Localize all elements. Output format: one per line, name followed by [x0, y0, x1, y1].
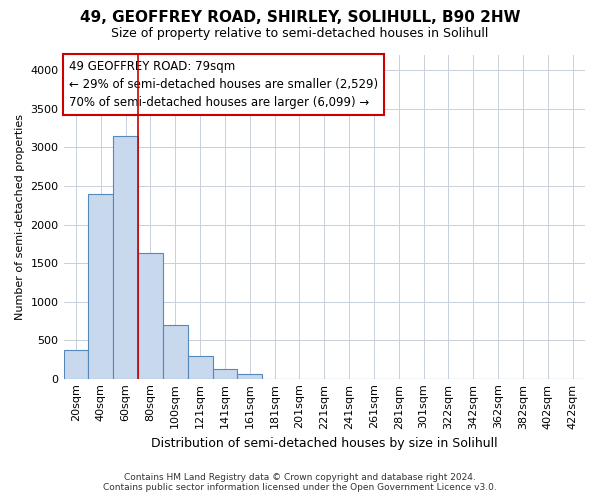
Bar	[163, 324, 188, 378]
X-axis label: Distribution of semi-detached houses by size in Solihull: Distribution of semi-detached houses by …	[151, 437, 497, 450]
Bar	[212, 368, 238, 378]
Text: 49 GEOFFREY ROAD: 79sqm
← 29% of semi-detached houses are smaller (2,529)
70% of: 49 GEOFFREY ROAD: 79sqm ← 29% of semi-de…	[69, 60, 378, 109]
Bar	[238, 374, 262, 378]
Bar	[188, 356, 212, 378]
Bar	[138, 254, 163, 378]
Text: Size of property relative to semi-detached houses in Solihull: Size of property relative to semi-detach…	[112, 28, 488, 40]
Y-axis label: Number of semi-detached properties: Number of semi-detached properties	[15, 114, 25, 320]
Bar	[64, 350, 88, 378]
Text: 49, GEOFFREY ROAD, SHIRLEY, SOLIHULL, B90 2HW: 49, GEOFFREY ROAD, SHIRLEY, SOLIHULL, B9…	[80, 10, 520, 25]
Bar	[113, 136, 138, 378]
Bar	[88, 194, 113, 378]
Text: Contains HM Land Registry data © Crown copyright and database right 2024.
Contai: Contains HM Land Registry data © Crown c…	[103, 473, 497, 492]
